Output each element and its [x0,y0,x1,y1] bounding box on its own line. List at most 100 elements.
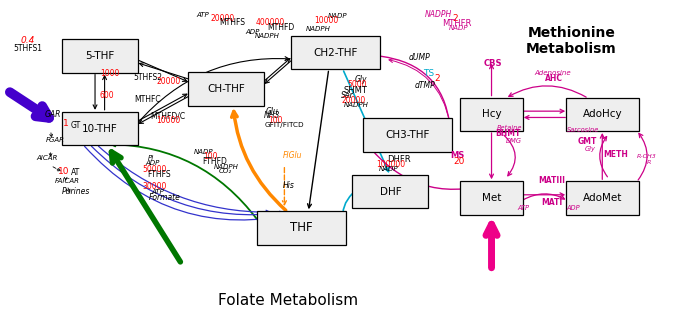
Text: Adenosine: Adenosine [535,70,571,76]
Text: 0.4: 0.4 [21,36,35,45]
FancyBboxPatch shape [291,36,380,69]
Text: FIGlu: FIGlu [283,151,302,160]
Text: Pi: Pi [148,156,154,161]
Text: MATI: MATI [541,197,562,207]
Text: 1: 1 [63,119,68,128]
Text: CBS: CBS [484,59,502,68]
Text: NADPH: NADPH [306,26,331,32]
Text: METH: METH [603,150,628,159]
Text: Betaine: Betaine [497,125,523,131]
Text: 10000: 10000 [314,16,338,25]
Text: NADP: NADP [379,166,398,172]
Text: 50000: 50000 [142,165,166,174]
Text: AdoHcy: AdoHcy [582,109,622,119]
Text: THF: THF [290,222,313,235]
Text: 20000: 20000 [342,96,366,105]
Text: FAICAR: FAICAR [55,178,80,184]
Text: Sarcosine: Sarcosine [567,127,599,133]
FancyBboxPatch shape [352,175,428,208]
Text: AICAR: AICAR [36,156,58,161]
Text: 2: 2 [453,15,458,23]
Text: ADP: ADP [566,205,580,211]
Text: 100: 100 [269,116,283,125]
Text: AHC: AHC [545,74,564,83]
Text: 20000: 20000 [156,77,180,86]
Text: 400000: 400000 [256,18,286,27]
Text: NADPH: NADPH [214,164,239,170]
Text: NADP: NADP [449,25,469,31]
Text: FTHFS: FTHFS [147,170,171,179]
Text: 5-THF: 5-THF [85,51,114,61]
Text: Formate: Formate [149,193,181,202]
FancyBboxPatch shape [62,112,138,145]
Text: Met: Met [482,193,501,203]
Text: GMT: GMT [577,137,597,146]
Text: ATP: ATP [518,205,530,211]
Text: Methionine
Metabolism: Methionine Metabolism [526,26,617,56]
Text: SHMT: SHMT [344,86,367,94]
Text: 100000: 100000 [377,160,406,169]
Text: AdoMet: AdoMet [582,193,622,203]
Text: Gly: Gly [584,146,595,152]
Text: NADP: NADP [194,149,214,155]
FancyBboxPatch shape [188,72,264,106]
FancyBboxPatch shape [62,39,138,73]
Text: His: His [283,181,295,190]
FancyBboxPatch shape [362,118,452,152]
Text: 10000: 10000 [156,116,180,125]
Text: 5000: 5000 [348,81,367,89]
Text: 600: 600 [99,91,114,100]
Text: 30000: 30000 [142,182,166,191]
Text: MS: MS [450,151,464,160]
Text: 100: 100 [203,152,218,161]
Text: 20: 20 [453,157,464,165]
Text: Gly: Gly [355,75,367,84]
Text: 10-THF: 10-THF [82,124,118,133]
Text: AT: AT [71,168,81,177]
Text: GT: GT [71,121,81,130]
Text: NH3: NH3 [264,111,280,120]
Text: dUMP: dUMP [409,53,431,62]
Text: 5THFS1: 5THFS1 [14,44,42,54]
Text: NADPH: NADPH [255,33,279,39]
Text: MTHFD/C: MTHFD/C [151,111,186,120]
Text: MTHFD: MTHFD [267,23,295,32]
Text: CH3-THF: CH3-THF [385,130,429,140]
FancyBboxPatch shape [566,98,638,131]
Text: FTHFD: FTHFD [202,157,227,166]
Text: NADP: NADP [328,14,347,19]
Text: CH-THF: CH-THF [208,84,245,94]
Text: MTHFC: MTHFC [134,95,161,104]
Text: TS: TS [423,69,434,78]
FancyBboxPatch shape [566,181,638,215]
Text: Folate Metabolism: Folate Metabolism [218,294,358,308]
Text: MATIII: MATIII [538,176,565,185]
Text: dTMP: dTMP [414,81,435,90]
Text: MTHFR: MTHFR [442,19,471,28]
Text: 1000: 1000 [101,69,120,78]
Text: 10: 10 [58,167,69,176]
FancyBboxPatch shape [460,181,523,215]
Text: Glu: Glu [266,107,279,116]
Text: GFIT/FITCD: GFIT/FITCD [264,122,304,128]
FancyBboxPatch shape [257,211,346,245]
Text: ADP: ADP [245,29,260,35]
Text: 5THFS2: 5THFS2 [133,73,162,81]
Text: R-CH3: R-CH3 [637,154,657,159]
Text: CH2-THF: CH2-THF [314,48,358,58]
Text: DMG: DMG [506,138,521,144]
Text: ADP: ADP [145,160,160,166]
Text: 20000: 20000 [211,14,235,23]
Text: FGAR: FGAR [46,137,65,143]
Text: 2: 2 [434,74,440,83]
Text: CO₂: CO₂ [219,168,232,174]
Text: ATP: ATP [196,12,209,18]
Text: R: R [647,160,651,165]
Text: MTHFS: MTHFS [219,18,245,27]
Text: DHFR: DHFR [387,155,410,164]
Text: ATP: ATP [151,189,164,195]
Text: BHMT: BHMT [495,129,521,138]
Text: GAR: GAR [45,110,62,119]
Text: NADPH: NADPH [344,102,369,108]
Text: Purines: Purines [62,187,90,196]
